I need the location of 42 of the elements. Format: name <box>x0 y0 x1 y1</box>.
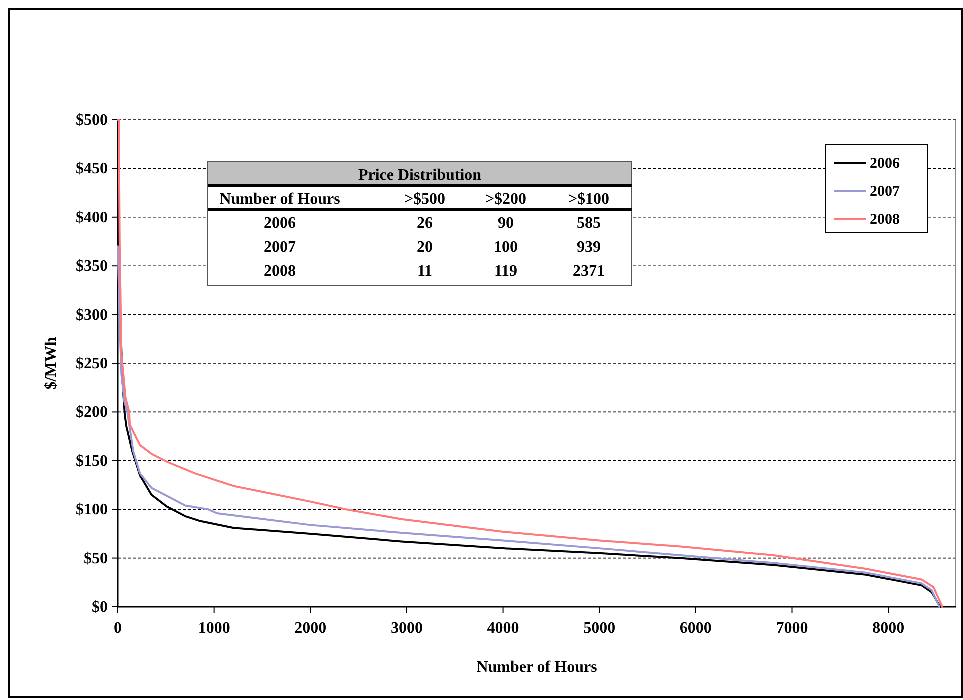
x-tick-label: 5000 <box>584 620 616 637</box>
x-tick-label: 6000 <box>680 620 712 637</box>
y-tick-label: $450 <box>76 160 108 178</box>
y-axis-title: $/MWh <box>43 337 60 390</box>
y-tick-label: $100 <box>76 502 108 519</box>
x-axis-title: Number of Hours <box>476 659 598 676</box>
x-tick-label: 2000 <box>294 620 327 637</box>
x-tick-label: 8000 <box>872 620 905 637</box>
annotation: 119 <box>494 263 518 280</box>
legend-label: 2006 <box>870 156 900 172</box>
y-tick-label: $250 <box>76 356 108 372</box>
annotation: 20 <box>417 239 433 256</box>
annotation: 11 <box>417 263 433 280</box>
annotation: 2371 <box>573 263 605 280</box>
annotation: 26 <box>417 215 433 232</box>
y-tick-label: $300 <box>76 306 108 324</box>
legend-label: 2008 <box>870 212 900 228</box>
annotation: 585 <box>577 215 601 232</box>
x-tick-label: 7000 <box>776 620 808 637</box>
y-tick-label: $400 <box>76 209 108 226</box>
y-tick-label: $500 <box>76 112 108 129</box>
y-tick-label: $350 <box>76 258 108 276</box>
annotation: Number of Hours <box>220 191 340 208</box>
x-tick-label: 1000 <box>198 620 230 637</box>
y-tick-label: $150 <box>76 452 108 470</box>
x-tick-label: 0 <box>114 620 122 637</box>
annotation: 939 <box>577 239 601 256</box>
annotation: 100 <box>494 239 518 256</box>
legend-label: 2007 <box>870 184 900 200</box>
annotation: >$500 <box>404 191 446 208</box>
y-tick-label: $50 <box>84 550 108 568</box>
annotation: Price Distribution <box>358 167 482 184</box>
x-tick-label: 4000 <box>487 620 520 637</box>
y-tick-label: $0 <box>92 599 108 616</box>
annotation: 90 <box>498 215 514 232</box>
annotation: 2008 <box>264 263 296 280</box>
y-tick-label: $200 <box>76 404 108 422</box>
annotation: 2007 <box>264 239 296 256</box>
annotation: >$100 <box>568 191 610 208</box>
annotation: >$200 <box>485 191 527 208</box>
annotation: 2006 <box>264 215 296 232</box>
x-tick-label: 3000 <box>390 620 423 637</box>
